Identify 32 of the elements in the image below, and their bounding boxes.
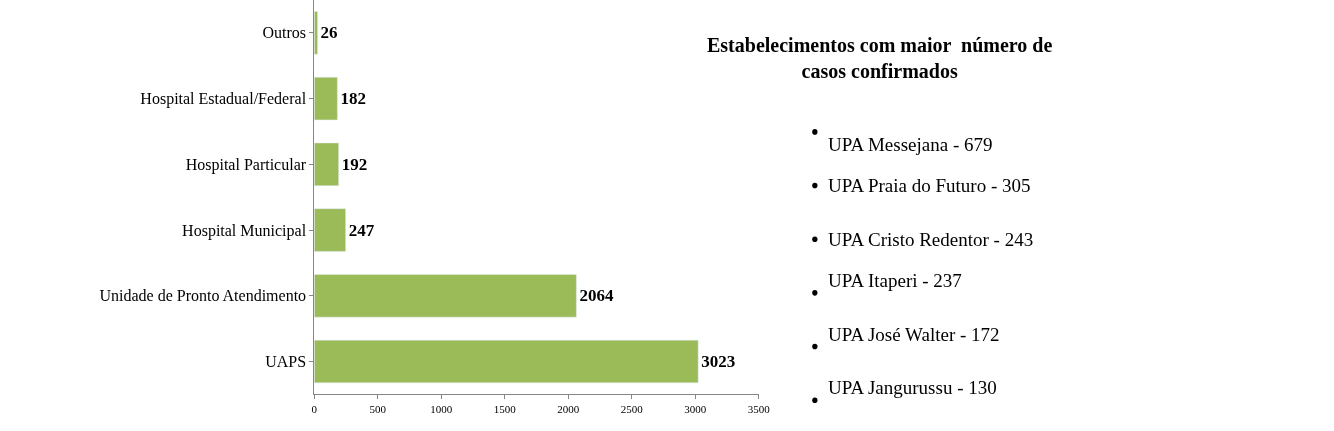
bar [314,208,346,252]
text: UPA Itaperi - 237 [828,270,962,291]
x-tick-label: 500 [369,402,387,415]
text: UPA Messejana - 679 [828,134,993,155]
text: Estabelecimentos com maior número de casos confirmados [707,34,1053,82]
bar [314,274,577,318]
x-tick-label: 2000 [557,402,580,415]
data-label: 2064 [579,286,614,306]
data-label: 192 [341,154,368,174]
text: UPA José Walter - 172 [828,324,1000,345]
x-tick-label: 3000 [684,402,707,415]
data-label: 182 [340,89,366,109]
y-tick-label: Hospital Particular [185,155,307,174]
x-tick-label: 1000 [430,402,453,415]
x-tick-label: 0 [311,402,318,415]
x-tick-label: 2500 [620,402,644,415]
data-label: 3023 [701,352,736,371]
bar [314,142,339,186]
y-tick-label: UAPS [265,353,307,371]
x-tick-label: 1500 [493,402,517,415]
x-tick-label: 3500 [747,402,771,415]
bar [314,339,699,384]
text: UPA Jangurussu - 130 [828,377,997,398]
bar [314,76,338,121]
text: UPA Praia do Futuro - 305 [828,175,1031,196]
text: UPA Cristo Redentor - 243 [828,229,1034,250]
y-tick-label: Outros [262,24,307,42]
y-tick-label: Hospital Municipal [182,221,307,240]
data-label: 26 [320,23,338,43]
y-tick-label: Unidade de Pronto Atendimento [99,287,307,305]
y-tick-label: Hospital Estadual/Federal [140,90,307,109]
data-label: 247 [348,220,375,240]
